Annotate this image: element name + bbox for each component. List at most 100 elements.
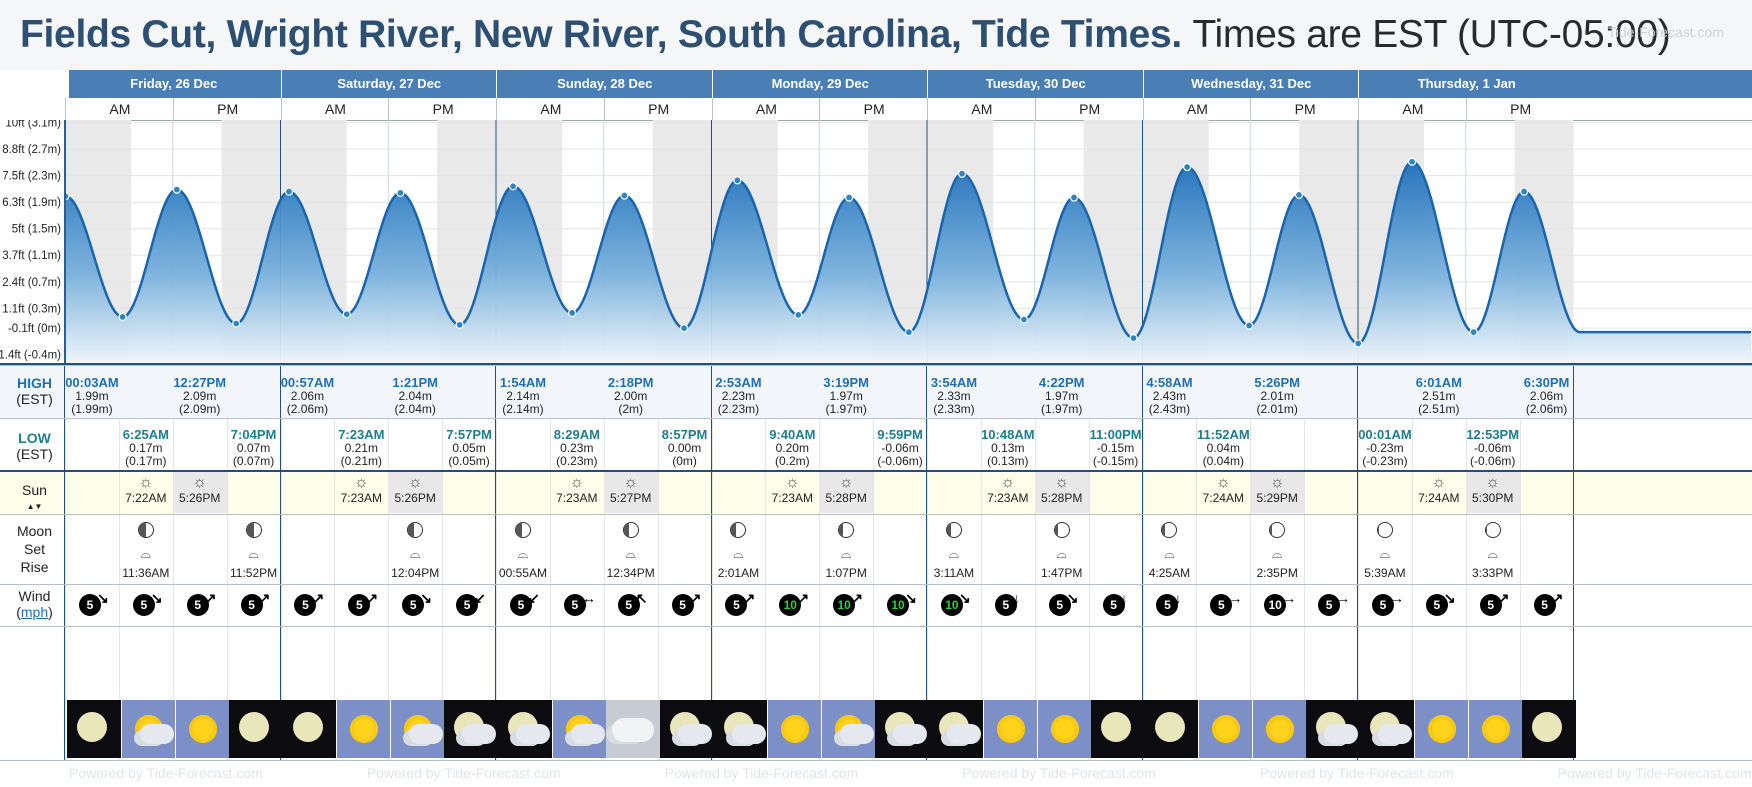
wind-speed-badge: 5: [1533, 594, 1556, 616]
moon-entry: ⌓ 11:36AM: [119, 522, 173, 582]
slot-divider: [1034, 418, 1036, 760]
cloud-icon: [409, 724, 444, 744]
wind-entry: 5 ↗: [1479, 591, 1516, 620]
timezone-note: Times are EST (UTC-05:00): [1192, 13, 1671, 56]
row-divider: [0, 626, 1752, 627]
tide-point-low: [904, 328, 913, 337]
weather-icon: [1036, 700, 1092, 758]
tide-point-low: [1019, 315, 1029, 324]
pm-label: PM: [388, 98, 497, 120]
tide-point-low: [342, 310, 351, 319]
weather-icon: [1090, 700, 1145, 758]
slot-divider: [603, 418, 605, 760]
wind-entry: 5 ↗: [186, 590, 223, 620]
wind-entry: 5 ↗: [348, 591, 384, 620]
moon-entry: ⌓ 2:01AM: [712, 522, 766, 582]
wind-unit-link[interactable]: mph: [20, 604, 49, 620]
pm-label: PM: [1250, 98, 1359, 120]
high-tide-entry: 12:27PM 2.09m (2.09m): [173, 375, 227, 416]
wind-direction-arrow: ↘: [150, 590, 163, 606]
wind-speed-badge: 5: [1156, 594, 1179, 616]
weather-icon: [1413, 700, 1469, 758]
wind-entry: 10 ↘: [887, 591, 923, 620]
row-divider: [0, 760, 1752, 761]
moon-icon: [292, 712, 323, 742]
high-tide-entry: 1:54AM 2.14m (2.14m): [499, 375, 547, 416]
slot-divider: [873, 418, 875, 760]
cloud-icon: [731, 724, 766, 744]
pm-label: PM: [603, 98, 713, 120]
weather-icon: [390, 700, 446, 758]
slot-divider: [1250, 418, 1252, 760]
y-tick-label: 7.5ft (2.3m): [2, 171, 61, 183]
sunset-icon: ☼: [1269, 474, 1285, 491]
sunrise-entry: ☼ 7:22AM: [119, 475, 173, 506]
cloud-icon: [139, 724, 174, 744]
slot-divider: [765, 418, 767, 760]
sunrise-entry: ☼ 7:24AM: [1196, 475, 1250, 506]
wind-speed-badge: 5: [671, 594, 694, 616]
wind-entry: 5 ↙: [456, 591, 492, 620]
wind-direction-arrow: ↖: [635, 590, 648, 606]
cloud-icon: [947, 724, 981, 744]
wind-direction-arrow: ↙: [527, 590, 540, 606]
weather-icon: [444, 700, 499, 758]
wind-entry: 5 ↗: [671, 591, 708, 620]
wind-entry: 5 ↔: [563, 591, 600, 620]
wind-direction-arrow: ↘: [420, 590, 432, 606]
wind-direction-arrow: ↗: [743, 590, 756, 606]
wind-direction-arrow: ↗: [797, 590, 810, 606]
low-tide-entry: 8:57PM 0.00m (0m): [661, 427, 708, 468]
high-tide-entry: 3:54AM 2.33m (2.33m): [930, 375, 978, 416]
slot-divider: [1519, 418, 1521, 760]
footer-powered-text: Powered by Tide-Forecast.com: [664, 765, 859, 781]
moon-entry: ⌓ 5:39AM: [1358, 522, 1412, 582]
moon-entry: ⌓ 1:07PM: [819, 522, 873, 582]
wind-speed-badge: 10: [779, 594, 802, 616]
moon-icon: [238, 712, 269, 742]
high-tides-row: HIGH (EST): [0, 365, 1752, 418]
moon-entry: ⌓ 00:55AM: [496, 522, 550, 582]
am-label: AM: [496, 98, 605, 120]
footer-powered-text: Powered by Tide-Forecast.com: [1260, 765, 1454, 781]
sun-icon: [996, 715, 1025, 743]
high-tide-entry: 1:21PM 2.04m (2.04m): [392, 375, 438, 416]
slot-divider: [549, 418, 551, 760]
slot-divider: [496, 418, 497, 760]
wind-speed-badge: 5: [348, 594, 371, 616]
low-tide-entry: 12:53PM -0.06m (-0.06m): [1466, 427, 1520, 468]
sunrise-icon: ☼: [569, 474, 585, 491]
wind-speed-badge: 5: [509, 594, 532, 616]
moon-entry: ⌓ 12:34PM: [604, 522, 658, 582]
cloud-icon: [1378, 724, 1412, 744]
cloud-icon: [462, 724, 497, 744]
day-divider: [64, 365, 65, 760]
slot-divider: [1411, 418, 1413, 760]
wind-entry: 5 ↗: [240, 591, 277, 620]
weather-icon: [67, 700, 121, 758]
pm-label: PM: [1034, 98, 1144, 120]
tide-point-high: [733, 176, 742, 185]
slot-divider: [226, 418, 228, 760]
page-header: Fields Cut, Wright River, New River, Sou…: [0, 0, 1752, 70]
weather-icon: [929, 700, 983, 758]
row-divider: [0, 418, 1752, 419]
wind-entry: 5 ↗: [725, 590, 761, 620]
row-divider: [0, 584, 1752, 585]
tide-area: [65, 161, 1752, 365]
day-header: Wednesday, 31 Dec: [1142, 70, 1360, 98]
wind-direction-arrow: ↗: [204, 590, 217, 606]
wind-speed-badge: 10: [1264, 594, 1287, 616]
tide-point-high: [1520, 187, 1529, 196]
moon-row: Moon Set Rise: [0, 514, 1752, 584]
low-tide-entry: 7:57PM 0.05m (0.05m): [446, 427, 492, 468]
wind-speed-badge: 10: [833, 594, 856, 616]
wind-direction-arrow: ↘: [1066, 590, 1079, 606]
slot-divider: [172, 418, 174, 760]
day-divider: [1572, 365, 1574, 760]
sunset-icon: ☼: [838, 474, 854, 491]
y-tick-label: 10ft (3.1m): [5, 120, 61, 130]
weather-icon: [1198, 700, 1254, 758]
slot-divider: [927, 418, 928, 760]
sunrise-entry: ☼ 7:23AM: [765, 475, 819, 506]
